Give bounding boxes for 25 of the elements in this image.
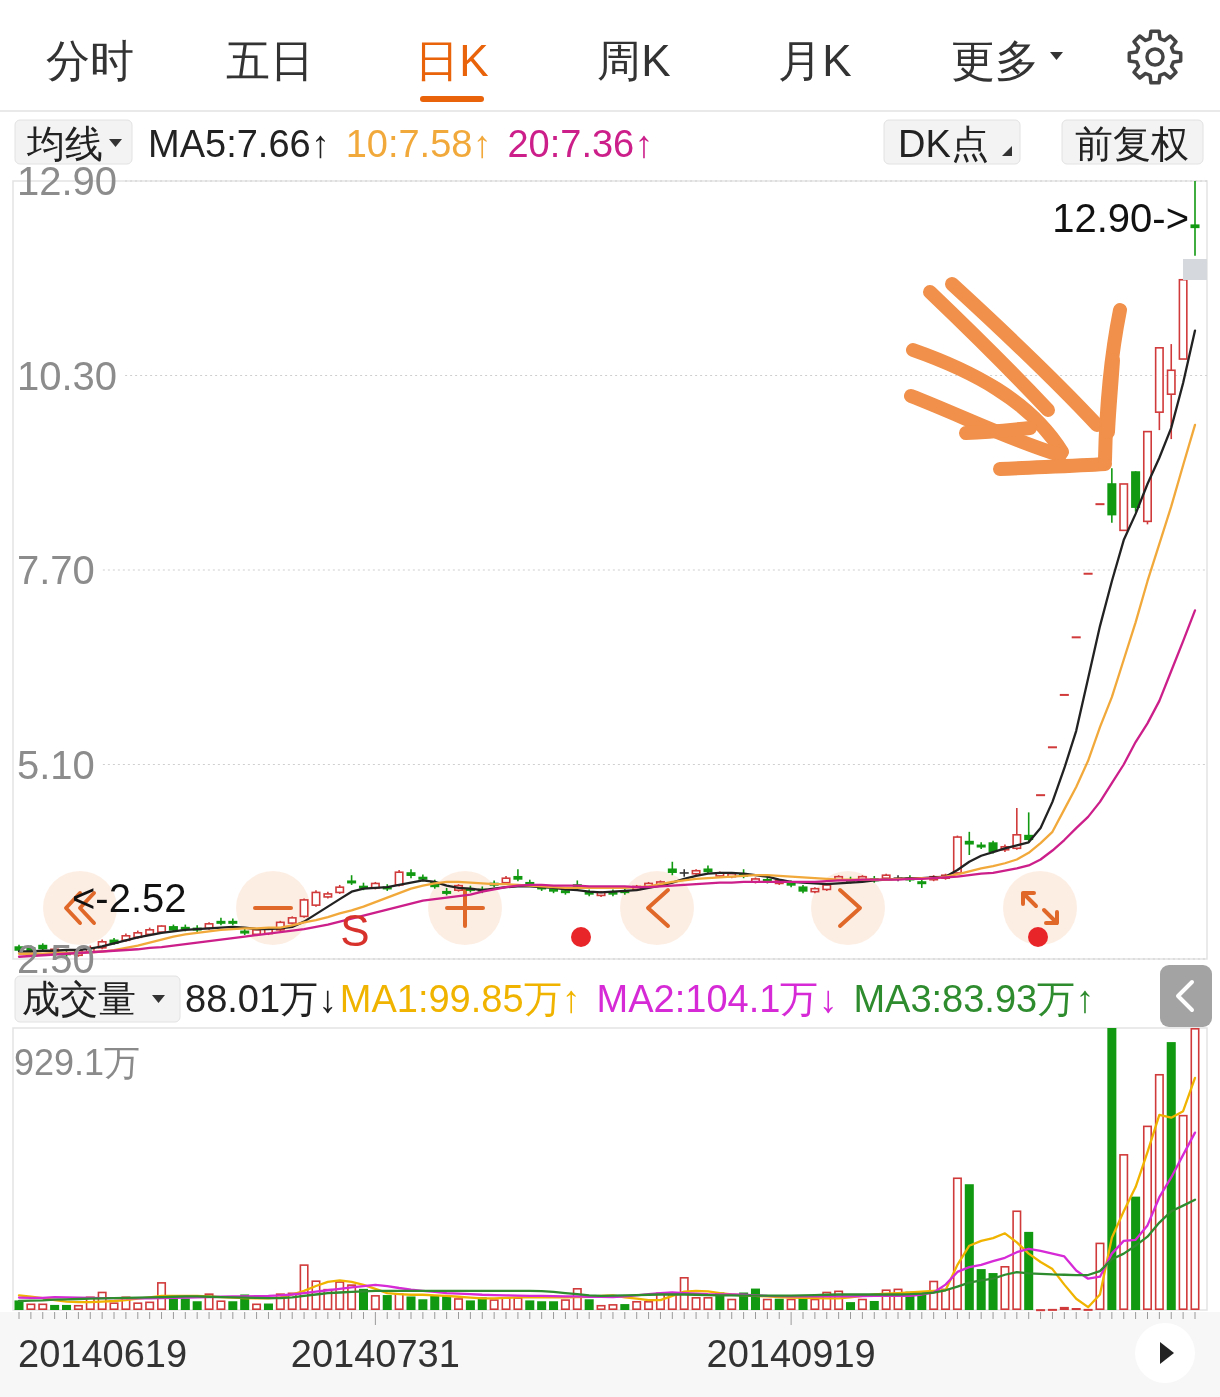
legend-title: 成交量 [22,978,136,1020]
text: DK点 [898,123,989,165]
text: 20140619 [18,1333,188,1375]
annotation: S [340,906,370,955]
text: MA5:7.66↑ [148,123,330,165]
annotation: 929.1万 [14,1042,141,1083]
text: 88.01万↓ [185,978,338,1020]
text: 10:7.58↑ [345,123,492,165]
text: MA2:104.1万↓ [596,978,838,1020]
text: 更多 [951,36,1039,85]
text: 前复权 [1075,123,1189,165]
text: 五日 [226,36,314,85]
text: 日K [415,36,489,85]
text: MA3:83.93万↑ [853,978,1095,1020]
text: 分时 [46,36,134,85]
text: 月K [778,36,852,85]
x-tick-label: 20140731 [290,1333,460,1375]
y-tick-label: 7.70 [17,548,95,593]
text: 周K [597,36,671,85]
x-tick-label: 20140919 [706,1333,876,1375]
text: 20:7.36↑ [507,123,654,165]
annotation: 12.90-> [1052,196,1189,240]
text: MA1:99.85万↑ [339,978,581,1020]
y-tick-label: 5.10 [17,742,95,787]
y-tick-label: 10.30 [17,353,118,398]
